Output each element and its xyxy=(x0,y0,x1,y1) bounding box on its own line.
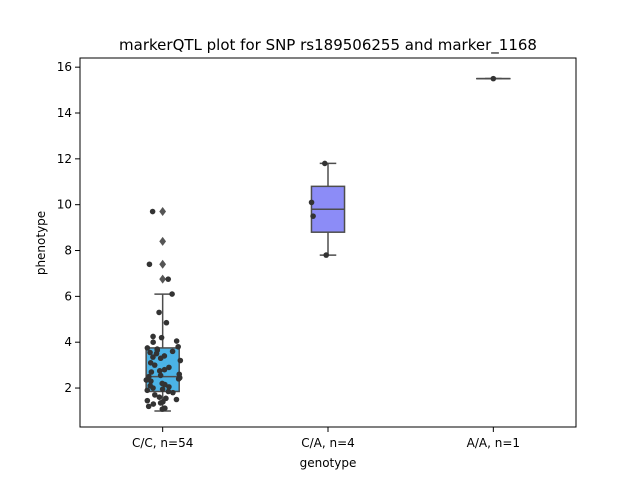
data-point xyxy=(150,333,156,340)
plot-area xyxy=(143,75,511,412)
x-axis: C/C, n=54 C/A, n=4 A/A, n=1 xyxy=(132,427,520,450)
data-point xyxy=(147,360,154,366)
outlier-marker xyxy=(159,259,167,269)
data-point xyxy=(177,357,184,364)
data-point xyxy=(310,213,316,219)
data-point xyxy=(148,369,155,375)
points-group-0 xyxy=(143,208,184,412)
data-point xyxy=(147,349,153,356)
data-point xyxy=(156,368,163,374)
data-point xyxy=(150,401,157,407)
data-point xyxy=(165,388,172,395)
points-group-2 xyxy=(490,75,497,82)
data-point xyxy=(157,372,164,379)
y-tick-label: 2 xyxy=(64,381,72,395)
data-point xyxy=(156,394,163,401)
outlier-marker xyxy=(159,274,167,284)
data-point xyxy=(308,199,315,206)
data-point xyxy=(161,366,168,373)
data-point xyxy=(158,334,165,341)
y-tick-label: 14 xyxy=(57,106,72,120)
data-point xyxy=(144,397,151,404)
data-point xyxy=(150,354,156,360)
data-point xyxy=(146,373,152,380)
data-point xyxy=(166,384,172,390)
y-tick-label: 4 xyxy=(64,335,72,349)
data-point xyxy=(169,348,176,355)
data-point xyxy=(154,346,161,352)
y-tick-label: 16 xyxy=(57,60,72,74)
y-tick-label: 8 xyxy=(64,244,72,258)
x-tick-label: A/A, n=1 xyxy=(467,436,520,450)
data-point xyxy=(144,345,151,351)
outlier-marker xyxy=(159,207,167,217)
data-point xyxy=(152,392,158,398)
y-tick-label: 6 xyxy=(64,289,72,303)
data-point xyxy=(166,364,172,371)
points-group-1 xyxy=(308,160,329,258)
outlier-marker xyxy=(159,236,167,246)
data-point xyxy=(150,339,156,345)
y-tick-label: 10 xyxy=(57,198,72,212)
data-point xyxy=(148,378,154,384)
data-point xyxy=(144,387,151,394)
data-point xyxy=(149,208,156,215)
box-group-1 xyxy=(310,162,346,256)
y-tick-label: 12 xyxy=(57,152,72,166)
data-point xyxy=(176,371,183,378)
data-point xyxy=(165,276,172,282)
data-point xyxy=(156,309,162,316)
data-point xyxy=(163,319,170,326)
data-point xyxy=(161,353,168,359)
data-point xyxy=(323,252,329,258)
data-point xyxy=(162,405,168,412)
x-tick-label: C/A, n=4 xyxy=(301,436,355,450)
data-point xyxy=(170,389,176,396)
x-axis-label: genotype xyxy=(300,456,357,470)
data-point xyxy=(173,338,180,344)
y-axis: 2 4 6 8 10 12 14 16 xyxy=(57,60,80,395)
data-point xyxy=(145,403,152,410)
y-axis-label: phenotype xyxy=(34,211,48,275)
data-point xyxy=(159,380,166,387)
data-point xyxy=(159,386,166,392)
data-point xyxy=(173,396,180,403)
data-point xyxy=(163,395,169,402)
data-point xyxy=(322,160,328,167)
data-point xyxy=(147,382,154,389)
data-point xyxy=(169,291,175,297)
x-tick-label: C/C, n=54 xyxy=(132,436,193,450)
data-point xyxy=(175,343,181,350)
data-point xyxy=(490,75,497,82)
data-point xyxy=(146,261,153,268)
chart-title: markerQTL plot for SNP rs189506255 and m… xyxy=(119,36,537,55)
